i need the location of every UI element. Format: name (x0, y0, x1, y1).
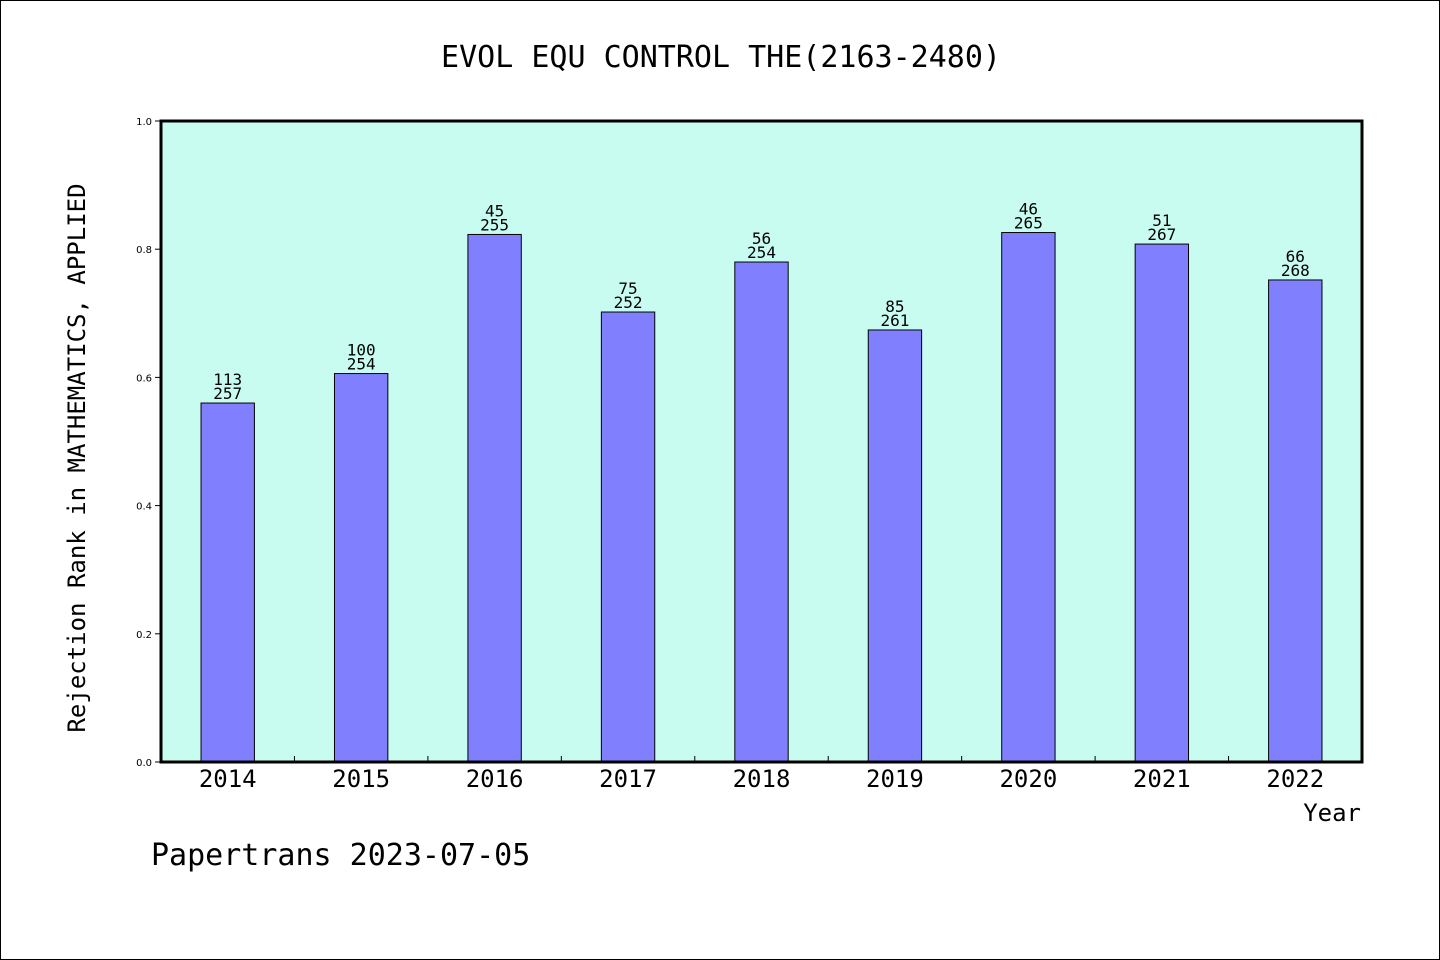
x-axis-label: Year (1303, 799, 1361, 827)
y-axis-label: Rejection Rank in MATHEMATICS, APPLIED (63, 183, 91, 732)
y-axis: 0.0 0.2 0.4 0.6 0.8 1.0 (136, 117, 161, 769)
chart-title: EVOL EQU CONTROL THE(2163-2480) (441, 40, 1001, 75)
bar-label-top: 45 (485, 201, 504, 220)
bar-label-bottom: 268 (1281, 261, 1310, 280)
x-tick-label: 2018 (733, 765, 791, 793)
x-tick-label: 2022 (1266, 765, 1324, 793)
bar-label-top: 113 (213, 370, 242, 389)
y-tick-label: 0.0 (136, 758, 152, 769)
bar-label-top: 75 (618, 279, 637, 298)
bar-label-bottom: 255 (480, 215, 509, 234)
bar-2015 (333, 373, 389, 763)
bar-label-top: 46 (1019, 200, 1038, 219)
x-tick-label: 2015 (332, 765, 390, 793)
bar-2014 (200, 402, 255, 763)
y-tick-label: 0.6 (136, 373, 152, 384)
bar-label-bottom: 254 (747, 243, 776, 262)
bar-2022 (1268, 279, 1323, 763)
bar-label-bottom: 252 (614, 293, 643, 312)
plot-frame (159, 119, 1364, 764)
x-tick-label: 2014 (199, 765, 257, 793)
bar-label-top: 66 (1286, 247, 1305, 266)
bar-2021 (1134, 243, 1190, 763)
x-tick-label: 2020 (999, 765, 1057, 793)
x-axis: 2014 2015 2016 2017 2018 2019 2020 2021 2022 (199, 756, 1324, 793)
bar-label-top: 85 (885, 297, 904, 316)
bar-label-top: 100 (347, 341, 376, 360)
y-tick-label: 1.0 (136, 117, 152, 128)
bar-2019 (867, 329, 923, 763)
bar-label-top: 56 (752, 229, 771, 248)
x-tick-label: 2019 (866, 765, 924, 793)
x-tick-label: 2016 (466, 765, 524, 793)
bar-2016 (467, 233, 522, 763)
y-tick-label: 0.8 (136, 245, 152, 256)
y-tick-label: 0.4 (136, 502, 152, 513)
bar-label-top: 51 (1152, 211, 1171, 230)
footer-credit: Papertrans 2023-07-05 (151, 838, 530, 873)
bar-label-bottom: 254 (347, 355, 376, 374)
x-tick-label: 2017 (599, 765, 657, 793)
bar-2020 (1001, 232, 1056, 763)
bar-label-bottom: 261 (880, 311, 909, 330)
bar-label-bottom: 257 (213, 384, 242, 403)
y-tick-label: 0.2 (136, 630, 152, 641)
bar-label-bottom: 265 (1014, 214, 1043, 233)
bar-label-bottom: 267 (1147, 225, 1176, 244)
x-tick-label: 2021 (1133, 765, 1191, 793)
bar-2017 (600, 311, 656, 763)
bar-2018 (734, 261, 789, 763)
